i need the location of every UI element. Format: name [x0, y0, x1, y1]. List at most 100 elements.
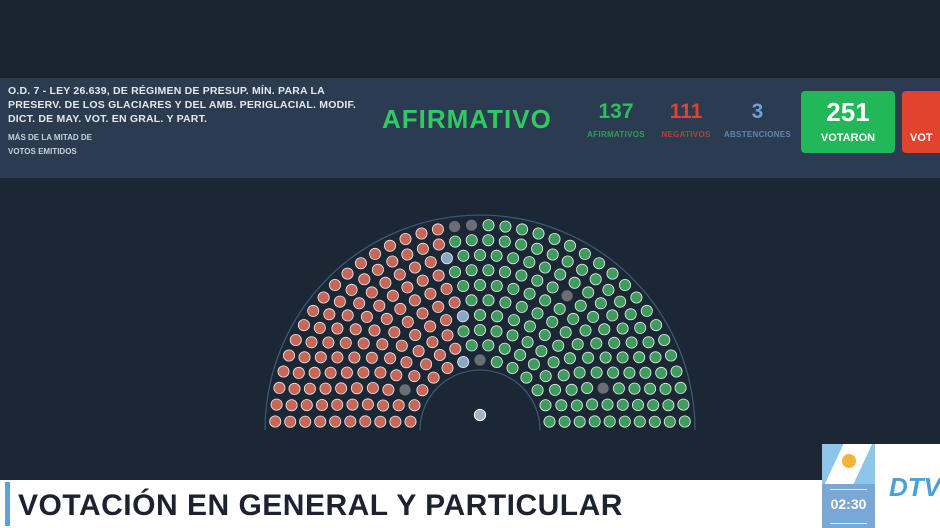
seat-negativo — [350, 382, 363, 395]
seat-afirmativo — [546, 315, 559, 328]
seat-afirmativo — [516, 223, 529, 236]
seat-afirmativo — [630, 291, 643, 304]
seat-afirmativo — [531, 242, 544, 255]
seat-negativo — [401, 248, 414, 261]
seat-afirmativo — [565, 383, 578, 396]
seat-afirmativo — [527, 358, 540, 371]
seat-afirmativo — [558, 415, 571, 428]
sun-icon — [842, 454, 856, 468]
seat-afirmativo — [571, 338, 584, 351]
seat-negativo — [319, 382, 332, 395]
seat-afirmativo — [633, 415, 646, 428]
seat-negativo — [374, 366, 387, 379]
votaron-box: 251 VOTARON — [801, 91, 895, 153]
seat-afirmativo — [663, 415, 676, 428]
seat-negativo — [366, 381, 379, 394]
seat-afirmativo — [538, 328, 551, 341]
seat-negativo — [441, 329, 454, 342]
seat-negativo — [345, 283, 358, 296]
seat-afirmativo — [546, 281, 559, 294]
seat-afirmativo — [588, 415, 601, 428]
seat-negativo — [331, 351, 344, 364]
seat-afirmativo — [633, 351, 646, 364]
seat-afirmativo — [491, 310, 504, 323]
seat-negativo — [440, 282, 453, 295]
votaron-value: 251 — [826, 97, 870, 127]
seat-afirmativo — [482, 264, 495, 277]
abstenciones-count: 3 ABSTENCIONES — [720, 100, 795, 139]
channel-logo-text: DTV — [889, 472, 940, 502]
seat-afirmativo — [589, 273, 602, 286]
seat-negativo — [416, 274, 429, 287]
lower-third — [0, 480, 822, 528]
vote-result: AFIRMATIVO — [382, 104, 552, 134]
seat-negativo — [299, 415, 312, 428]
no-votaron-box: VOT — [902, 91, 940, 153]
seat-negativo — [388, 326, 401, 339]
seat-negativo — [314, 351, 327, 364]
seat-afirmativo — [581, 381, 594, 394]
seat-negativo — [379, 276, 392, 289]
seat-afirmativo — [576, 263, 589, 276]
seat-afirmativo — [490, 249, 503, 262]
seat-negativo — [441, 361, 454, 374]
seat-afirmativo — [473, 278, 486, 291]
seat-afirmativo — [514, 348, 527, 361]
seat-afirmativo — [482, 294, 495, 307]
seat-ausente — [561, 290, 573, 302]
seat-negativo — [408, 294, 421, 307]
seat-negativo — [339, 336, 352, 349]
seat-afirmativo — [465, 264, 478, 277]
seat-afirmativo — [539, 261, 552, 274]
seat-afirmativo — [659, 382, 672, 395]
seat-negativo — [297, 319, 310, 332]
seat-negativo — [353, 297, 366, 310]
seat-abstencion — [440, 252, 453, 265]
seat-afirmativo — [457, 325, 470, 338]
seat-negativo — [416, 384, 429, 397]
seat-negativo — [335, 382, 348, 395]
seat-negativo — [404, 415, 417, 428]
seat-afirmativo — [448, 265, 461, 278]
seat-afirmativo — [563, 352, 576, 365]
seat-afirmativo — [465, 339, 478, 352]
seat-negativo — [393, 268, 406, 281]
seat-negativo — [288, 382, 301, 395]
seat-negativo — [408, 370, 421, 383]
seat-negativo — [354, 257, 367, 270]
seat-negativo — [333, 295, 346, 308]
seat-negativo — [431, 223, 444, 236]
seat-afirmativo — [678, 415, 691, 428]
seat-afirmativo — [616, 351, 629, 364]
seat-ausente — [597, 382, 609, 394]
seat-negativo — [285, 399, 298, 412]
seat-negativo — [401, 281, 414, 294]
seat-afirmativo — [539, 294, 552, 307]
seat-ausente — [465, 219, 478, 231]
seat-afirmativo — [490, 355, 503, 368]
seat-negativo — [357, 366, 370, 379]
seat-negativo — [329, 415, 342, 428]
seat-negativo — [317, 291, 330, 304]
seat-afirmativo — [539, 399, 552, 412]
seat-afirmativo — [582, 286, 595, 299]
seat-negativo — [386, 255, 399, 268]
seat-negativo — [392, 399, 405, 412]
seat-negativo — [416, 307, 429, 320]
seat-negativo — [303, 382, 316, 395]
seat-afirmativo — [482, 339, 495, 352]
seat-afirmativo — [606, 309, 619, 322]
seat-afirmativo — [598, 323, 611, 336]
seat-negativo — [323, 308, 336, 321]
seat-afirmativo — [515, 269, 528, 282]
seat-abstencion — [456, 310, 469, 323]
seat-afirmativo — [639, 366, 652, 379]
seat-negativo — [324, 366, 337, 379]
seat-afirmativo — [473, 248, 486, 261]
seat-afirmativo — [499, 296, 512, 309]
seat-afirmativo — [644, 382, 657, 395]
seat-negativo — [432, 300, 445, 313]
seat-negativo — [292, 366, 305, 379]
seat-afirmativo — [559, 326, 572, 339]
seat-afirmativo — [642, 336, 655, 349]
